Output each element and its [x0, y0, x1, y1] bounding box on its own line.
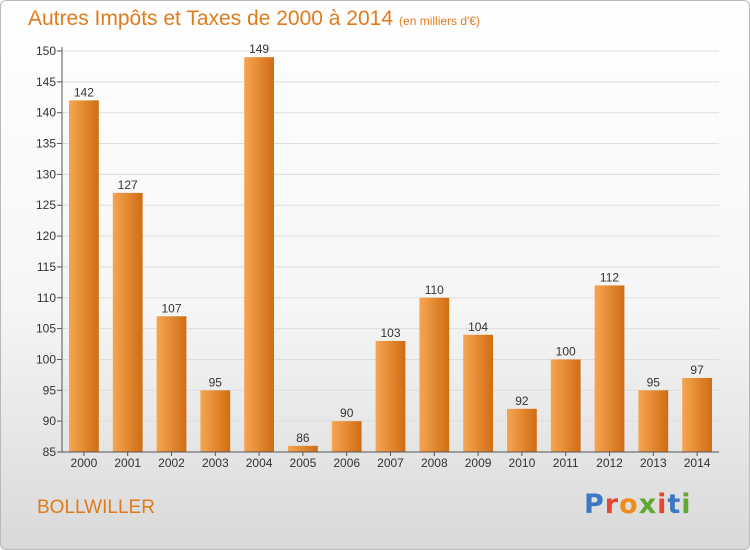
bar-2014 [682, 377, 712, 452]
x-tick-label: 2013 [640, 456, 667, 470]
x-tick-label: 2006 [333, 456, 360, 470]
bar-2000 [69, 100, 99, 452]
y-tick-label: 105 [36, 322, 56, 336]
brand-letter: i [681, 489, 692, 520]
data-label: 103 [380, 326, 400, 340]
y-tick-label: 115 [37, 260, 56, 274]
bar-2004 [244, 57, 274, 453]
y-tick-label: 95 [43, 383, 57, 397]
y-tick-label: 150 [36, 44, 56, 58]
x-tick-label: 2005 [290, 456, 317, 470]
y-tick-label: 130 [36, 167, 56, 181]
y-tick-label: 85 [43, 445, 57, 459]
data-label: 90 [340, 406, 354, 420]
x-tick-label: 2011 [553, 456, 579, 470]
data-label: 112 [600, 270, 619, 284]
labels: 85 90 95 100 105 110 115 120 125 130 135 140 145 150 2… [36, 42, 711, 470]
x-tick-label: 2007 [377, 456, 404, 470]
y-tick-label: 125 [36, 198, 56, 212]
data-label: 92 [515, 394, 529, 408]
brand-letter: o [619, 489, 639, 520]
brand-logo: Proxiti [584, 489, 692, 520]
bar-2013 [638, 390, 669, 452]
y-tick-label: 135 [36, 137, 56, 151]
brand-letter: t [667, 489, 682, 520]
data-label: 142 [74, 85, 94, 99]
x-tick-label: 2003 [202, 456, 229, 470]
bar-2002 [156, 316, 187, 452]
y-tick-label: 140 [36, 106, 56, 120]
data-label: 95 [647, 375, 661, 389]
chart-title: Autres Impôts et Taxes de 2000 à 2014 [28, 7, 394, 30]
data-label: 127 [118, 178, 138, 192]
y-tick-label: 145 [36, 75, 56, 89]
x-tick-label: 2001 [114, 456, 141, 470]
data-label: 100 [556, 344, 576, 358]
data-label: 104 [468, 320, 488, 334]
data-label: 110 [425, 283, 444, 297]
brand-letter: r [604, 489, 620, 520]
y-tick-label: 100 [36, 352, 56, 366]
x-tick-label: 2014 [684, 456, 711, 470]
data-label: 86 [296, 431, 310, 445]
x-tick-label: 2004 [246, 456, 273, 470]
bar-2009 [463, 334, 493, 452]
bar-2003 [200, 390, 231, 452]
location-label: BOLLWILLER [37, 497, 155, 518]
y-tick-label: 110 [37, 291, 56, 305]
data-label: 107 [161, 301, 181, 315]
bar-2012 [594, 285, 625, 452]
bar-2006 [331, 421, 362, 452]
chart-subtitle: (en milliers d'€) [399, 14, 481, 28]
bar-2008 [419, 297, 450, 452]
x-tick-label: 2010 [509, 456, 536, 470]
bar-2001 [112, 192, 143, 452]
bar-2011 [550, 359, 581, 452]
y-tick-label: 90 [43, 414, 57, 428]
x-tick-label: 2008 [421, 456, 448, 470]
brand-letter: P [584, 489, 605, 520]
x-tick-label: 2012 [596, 456, 623, 470]
brand-letter: i [657, 489, 668, 520]
x-tick-label: 2002 [158, 456, 185, 470]
axes [57, 47, 719, 456]
bar-2007 [375, 340, 406, 452]
data-label: 97 [690, 363, 704, 377]
data-label: 149 [249, 42, 269, 56]
bars [69, 57, 712, 453]
chart-title-row: Autres Impôts et Taxes de 2000 à 2014 (en… [28, 7, 480, 31]
x-tick-label: 2000 [71, 456, 98, 470]
x-tick-label: 2009 [465, 456, 492, 470]
data-label: 95 [209, 375, 223, 389]
y-tick-label: 120 [36, 229, 56, 243]
bar-2005 [288, 445, 318, 452]
brand-letter: x [638, 489, 658, 520]
bar-2010 [507, 408, 537, 452]
